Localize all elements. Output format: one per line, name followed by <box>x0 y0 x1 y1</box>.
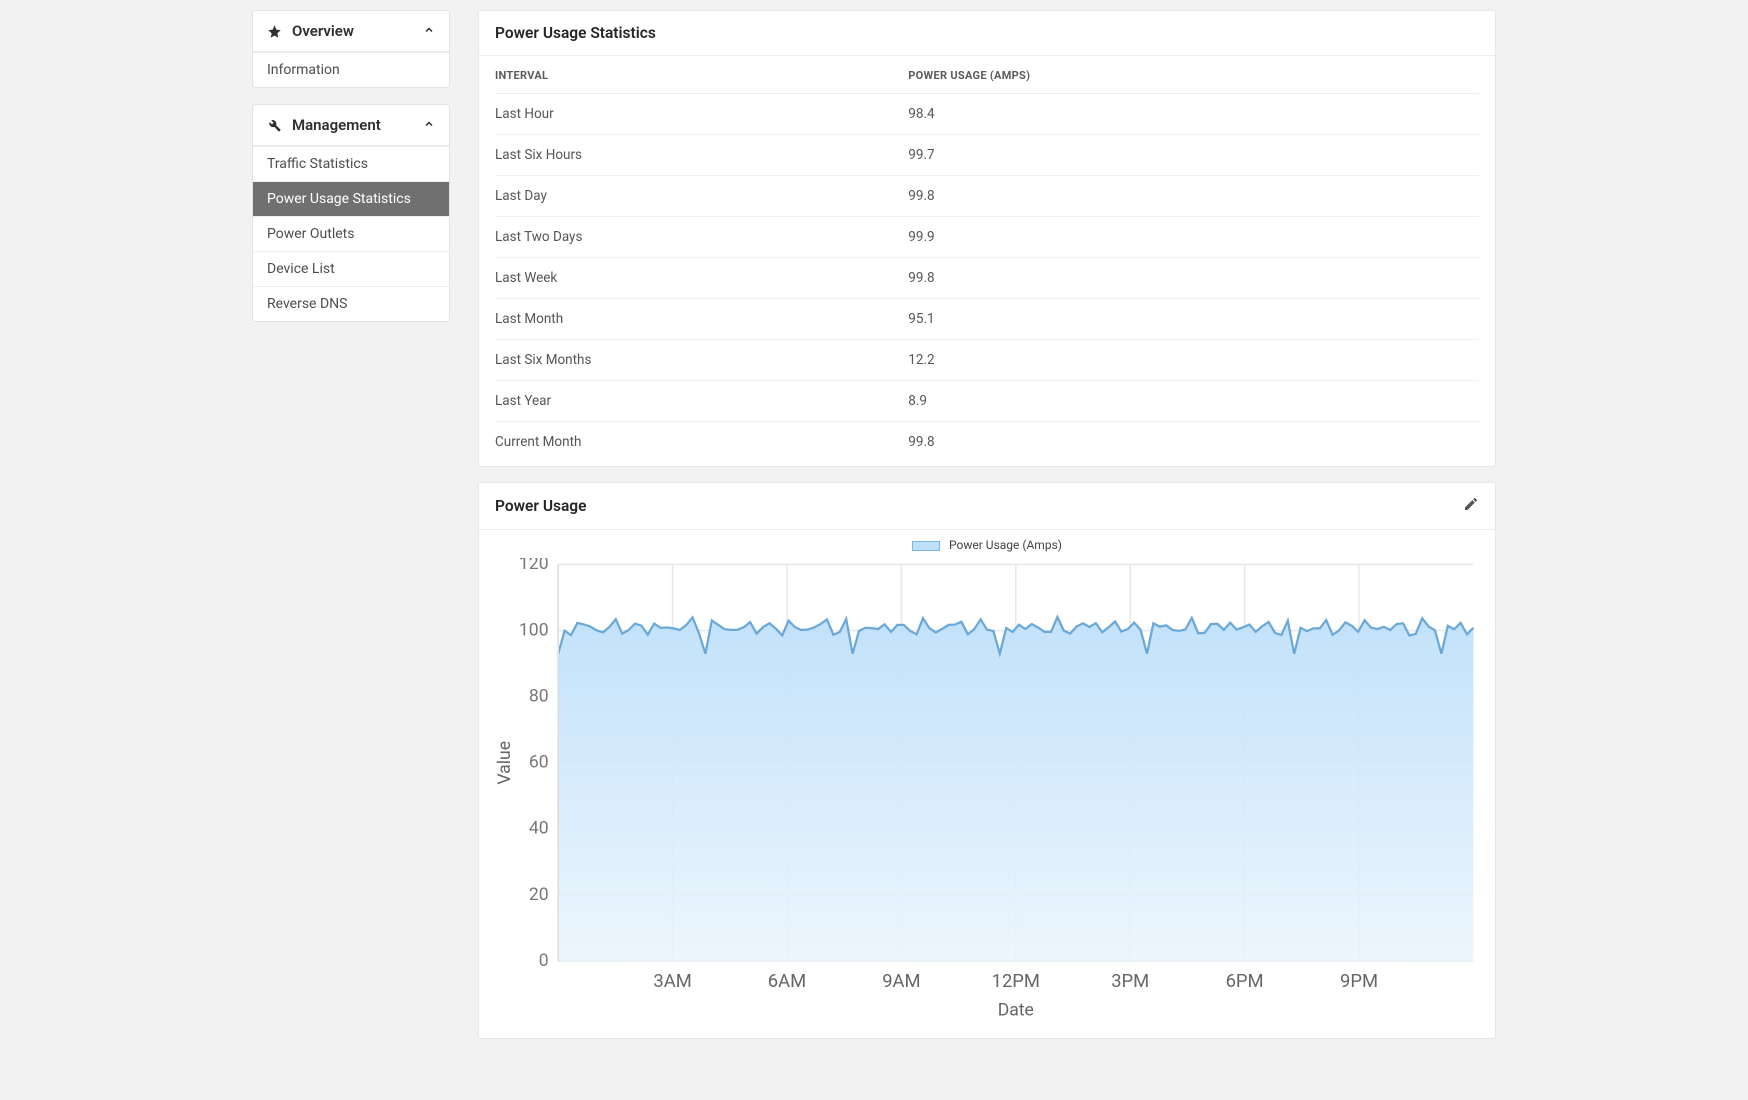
svg-text:9AM: 9AM <box>882 971 920 992</box>
table-row: Last Six Hours99.7 <box>495 135 1479 176</box>
svg-text:80: 80 <box>529 686 549 706</box>
table-cell: Last Six Hours <box>495 135 908 176</box>
table-row: Last Year8.9 <box>495 381 1479 422</box>
table-row: Last Day99.8 <box>495 176 1479 217</box>
star-icon <box>267 24 282 39</box>
table-row: Last Two Days99.9 <box>495 217 1479 258</box>
table-row: Last Week99.8 <box>495 258 1479 299</box>
svg-text:60: 60 <box>529 753 549 773</box>
table-row: Last Six Months12.2 <box>495 340 1479 381</box>
table-cell: Last Two Days <box>495 217 908 258</box>
table-header: POWER USAGE (AMPS) <box>908 56 1479 94</box>
table-cell: 99.8 <box>908 422 1479 463</box>
chart-panel: Power Usage Power Usage (Amps) 0 20 40 60 80… <box>478 482 1496 1039</box>
svg-text:Value: Value <box>495 741 515 785</box>
stats-panel-title: Power Usage Statistics <box>479 11 1495 56</box>
legend-label: Power Usage (Amps) <box>949 538 1062 552</box>
table-cell: 12.2 <box>908 340 1479 381</box>
svg-text:9PM: 9PM <box>1340 971 1378 992</box>
table-cell: 8.9 <box>908 381 1479 422</box>
chevron-up-icon <box>423 22 435 40</box>
sidebar-item[interactable]: Power Outlets <box>253 216 449 251</box>
wrench-icon <box>267 118 282 133</box>
table-row: Last Hour98.4 <box>495 94 1479 135</box>
table-header: INTERVAL <box>495 56 908 94</box>
table-cell: 95.1 <box>908 299 1479 340</box>
stats-panel: Power Usage Statistics INTERVALPOWER USA… <box>478 10 1496 467</box>
table-cell: Current Month <box>495 422 908 463</box>
svg-text:6AM: 6AM <box>768 971 806 992</box>
svg-text:40: 40 <box>529 819 549 839</box>
table-cell: 99.8 <box>908 176 1479 217</box>
main-content: Power Usage Statistics INTERVALPOWER USA… <box>478 10 1496 1054</box>
sidebar: Overview Information Management Traffic Sta… <box>252 10 450 338</box>
chevron-up-icon <box>423 116 435 134</box>
svg-text:3AM: 3AM <box>653 971 691 992</box>
chart-legend: Power Usage (Amps) <box>491 538 1483 552</box>
svg-text:6PM: 6PM <box>1226 971 1264 992</box>
svg-text:0: 0 <box>539 951 549 971</box>
edit-icon[interactable] <box>1463 496 1479 516</box>
table-cell: 98.4 <box>908 94 1479 135</box>
table-cell: Last Hour <box>495 94 908 135</box>
table-cell: 99.7 <box>908 135 1479 176</box>
table-cell: 99.9 <box>908 217 1479 258</box>
svg-text:12PM: 12PM <box>992 971 1040 992</box>
table-cell: Last Week <box>495 258 908 299</box>
table-cell: Last Month <box>495 299 908 340</box>
stats-table: INTERVALPOWER USAGE (AMPS) Last Hour98.4… <box>495 56 1479 462</box>
sidebar-item[interactable]: Traffic Statistics <box>253 146 449 181</box>
sidebar-group-header[interactable]: Management <box>253 105 449 146</box>
table-cell: Last Year <box>495 381 908 422</box>
sidebar-group-header[interactable]: Overview <box>253 11 449 52</box>
table-cell: Last Six Months <box>495 340 908 381</box>
sidebar-group: Overview Information <box>252 10 450 88</box>
table-cell: Last Day <box>495 176 908 217</box>
chart-panel-title: Power Usage <box>495 497 586 515</box>
table-cell: 99.8 <box>908 258 1479 299</box>
svg-text:120: 120 <box>519 558 549 574</box>
svg-text:Date: Date <box>998 1001 1034 1021</box>
svg-text:20: 20 <box>529 885 549 905</box>
sidebar-item[interactable]: Information <box>253 52 449 87</box>
sidebar-group-label: Overview <box>292 22 354 40</box>
sidebar-group: Management Traffic StatisticsPower Usage … <box>252 104 450 322</box>
svg-text:3PM: 3PM <box>1111 971 1149 992</box>
sidebar-group-label: Management <box>292 116 381 134</box>
table-row: Current Month99.8 <box>495 422 1479 463</box>
sidebar-item[interactable]: Reverse DNS <box>253 286 449 321</box>
sidebar-item[interactable]: Device List <box>253 251 449 286</box>
legend-swatch <box>912 541 940 551</box>
table-row: Last Month95.1 <box>495 299 1479 340</box>
power-usage-chart: 0 20 40 60 80 100 120 3AM 6AM 9AM 12PM 3PM 6PM 9PM Dat… <box>491 558 1483 1022</box>
svg-text:100: 100 <box>519 620 549 640</box>
sidebar-item[interactable]: Power Usage Statistics <box>253 181 449 216</box>
